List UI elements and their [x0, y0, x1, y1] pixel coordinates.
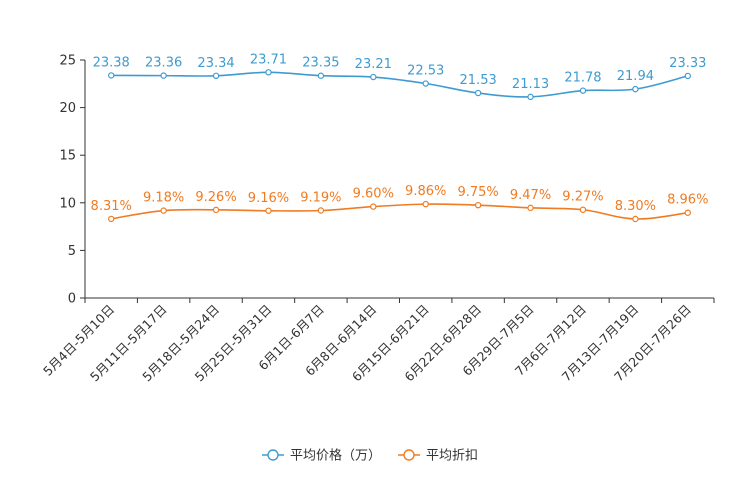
data-label: 9.18%	[143, 191, 184, 206]
data-label: 9.16%	[248, 191, 289, 206]
data-label: 23.38	[93, 55, 130, 70]
data-point[interactable]	[422, 200, 429, 208]
data-point[interactable]	[160, 72, 167, 79]
data-point[interactable]	[527, 204, 534, 212]
data-label: 22.53	[407, 64, 444, 79]
data-point[interactable]	[212, 72, 220, 80]
data-label: 21.13	[512, 77, 549, 92]
data-point[interactable]	[370, 203, 377, 210]
data-point[interactable]	[317, 72, 325, 79]
data-point[interactable]	[527, 93, 534, 101]
legend[interactable]: 平均价格（万） 平均折扣	[262, 448, 478, 464]
series-line	[111, 71, 688, 98]
series-line	[111, 203, 688, 220]
y-tick-label: 5	[68, 244, 76, 259]
data-point[interactable]	[422, 80, 429, 87]
data-label: 9.75%	[457, 185, 498, 200]
y-tick-label: 15	[59, 149, 76, 164]
data-label: 21.78	[564, 71, 601, 86]
y-tick-label: 10	[59, 196, 76, 211]
data-label: 23.71	[250, 52, 287, 67]
data-label: 23.33	[669, 56, 706, 71]
data-point[interactable]	[108, 72, 115, 79]
data-point[interactable]	[632, 85, 639, 93]
data-point[interactable]	[265, 207, 272, 214]
y-tick-label: 0	[68, 292, 76, 307]
data-point[interactable]	[317, 207, 325, 214]
data-point[interactable]	[370, 73, 377, 81]
legend-item-avg-discount[interactable]: 平均折扣	[398, 449, 478, 464]
data-label: 8.31%	[91, 199, 132, 214]
data-point[interactable]	[160, 207, 167, 214]
data-label: 8.30%	[615, 199, 656, 214]
data-point[interactable]	[212, 206, 220, 214]
data-point[interactable]	[579, 206, 587, 213]
data-point[interactable]	[108, 215, 115, 223]
data-point[interactable]	[684, 72, 691, 80]
data-label: 9.47%	[510, 188, 551, 203]
data-label: 9.86%	[405, 184, 446, 199]
data-label: 9.26%	[195, 190, 236, 205]
y-tick-label: 25	[59, 54, 76, 69]
series-avg-discount: 8.31% 9.18% 9.26% 9.16% 9.19% 9.60% 9.86% 9.75%…	[91, 184, 708, 223]
data-point[interactable]	[632, 215, 639, 223]
legend-label: 平均折扣	[426, 449, 478, 464]
data-point[interactable]	[265, 69, 272, 76]
data-point[interactable]	[684, 209, 691, 216]
data-label: 21.53	[460, 73, 497, 88]
data-label: 23.35	[302, 56, 339, 71]
data-point[interactable]	[579, 87, 587, 94]
data-label: 23.36	[145, 56, 182, 71]
series-layer: 23.38 23.36 23.34 23.71 23.35 23.21 22.53 21.53…	[91, 52, 708, 223]
y-tick-label: 20	[59, 101, 76, 116]
data-label: 9.27%	[562, 190, 603, 205]
data-label: 8.96%	[667, 193, 708, 208]
data-label: 9.19%	[300, 191, 341, 206]
legend-label: 平均价格（万）	[290, 448, 381, 464]
legend-marker-icon	[403, 449, 415, 461]
data-point[interactable]	[474, 201, 482, 209]
data-label: 23.34	[197, 56, 234, 71]
axes: 05101520255月4日-5月10日5月11日-5月17日5月18日-5月2…	[40, 54, 715, 384]
legend-marker-icon	[267, 449, 279, 461]
data-label: 9.60%	[353, 187, 394, 202]
data-label: 23.21	[355, 57, 392, 72]
legend-item-avg-price[interactable]: 平均价格（万）	[262, 448, 381, 464]
data-label: 21.94	[617, 69, 654, 84]
series-avg-price: 23.38 23.36 23.34 23.71 23.35 23.21 22.53 21.53…	[93, 52, 706, 101]
data-point[interactable]	[474, 89, 482, 97]
